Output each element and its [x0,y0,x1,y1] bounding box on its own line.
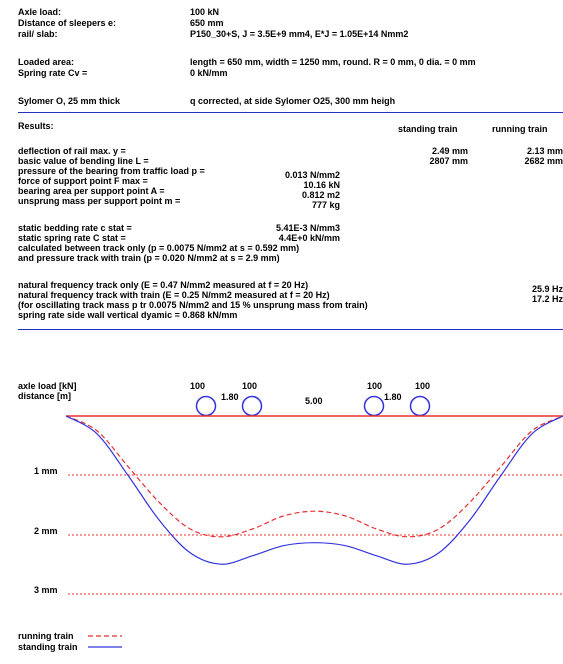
y-tick-3: 3 mm [34,585,58,595]
loaded-area-value: length = 650 mm, width = 1250 mm, round.… [190,57,476,67]
col-standing-header: standing train [398,124,458,134]
calc-note: calculated between track only (p = 0.007… [18,243,300,253]
loaded-area-label: Loaded area: [18,57,75,67]
spring-stat-label: static spring rate C stat = [18,233,126,243]
deflection-standing: 2.49 mm [431,146,468,156]
pressure-label: pressure of the bearing from traffic loa… [18,166,205,176]
axle-load-1: 100 [190,381,206,391]
sylomer-value: q corrected, at side Sylomer O25, 300 mm… [190,96,396,106]
rail-slab-value: P150_30+S, J = 3.5E+9 mm4, E*J = 1.05E+1… [190,29,409,39]
bedding-label: static bedding rate c stat = [18,223,132,233]
bending-running: 2682 mm [524,156,563,166]
force-value: 10.16 kN [303,180,340,190]
sleeper-distance-label: Distance of sleepers e: [18,18,117,28]
axle-load-4: 100 [415,381,431,391]
wheel-3-icon [363,395,385,417]
force-label: force of support point F max = [18,176,148,186]
sylomer-label: Sylomer O, 25 mm thick [18,96,121,106]
axle-load-3: 100 [367,381,383,391]
legend-standing-label: standing train [18,642,78,652]
chart-series-group [65,415,563,565]
bedding-value: 5.41E-3 N/mm3 [275,223,340,233]
spacing-2: 5.00 [305,396,323,406]
rail-slab-label: rail/ slab: [18,29,58,39]
spacing-3: 1.80 [384,392,402,402]
series-line-running-train [65,415,563,538]
bending-standing: 2807 mm [429,156,468,166]
pressure-value: 0.013 N/mm2 [284,170,340,180]
natfreq-train-value: 17.2 Hz [531,294,563,304]
natfreq-track-label: natural frequency track only (E = 0.47 N… [18,280,309,290]
pressure-note: and pressure track with train (p = 0.020… [18,253,280,263]
series-line-standing-train [65,415,563,565]
mass-label: unsprung mass per support point m = [18,196,181,206]
natfreq-train-label: natural frequency track with train (E = … [18,290,330,300]
y-tick-2: 2 mm [34,526,58,536]
divider-top [18,112,563,113]
spring-stat-value: 4.4E+0 kN/mm [278,233,340,243]
col-running-header: running train [492,124,548,134]
mass-value: 777 kg [311,200,340,210]
axle-load-label: Axle load: [18,7,62,17]
spring-rate-label: Spring rate Cv = [18,68,88,78]
deflection-running: 2.13 mm [526,146,563,156]
sleeper-distance-value: 650 mm [190,18,224,28]
legend-running-label: running train [18,631,74,641]
area-label: bearing area per support point A = [18,186,165,196]
axle-load-value: 100 kN [190,7,220,17]
bending-label: basic value of bending line L = [18,156,149,166]
area-value: 0.812 m2 [301,190,340,200]
spacing-1: 1.80 [221,392,239,402]
natfreq-track-value: 25.9 Hz [531,284,563,294]
wheel-4-icon [409,395,431,417]
distance-label: distance [m] [18,391,72,401]
axle-load-2: 100 [242,381,258,391]
y-tick-1: 1 mm [34,466,58,476]
wheel-2-icon [241,395,263,417]
deflection-label: deflection of rail max. y = [18,146,126,156]
spring-rate-value: 0 kN/mm [190,68,228,78]
sidewall-note: spring rate side wall vertical dyamic = … [18,310,238,320]
wheel-1-icon [195,395,217,417]
divider-bottom [18,329,563,330]
results-title: Results: [18,121,54,131]
oscillating-note: (for oscillating track mass p tr 0.0075 … [18,300,368,310]
axle-label: axle load [kN] [18,381,77,391]
